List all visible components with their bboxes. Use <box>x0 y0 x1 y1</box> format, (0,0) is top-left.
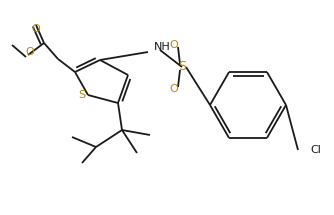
Text: NH: NH <box>154 42 171 52</box>
Text: O: O <box>170 40 178 50</box>
Text: S: S <box>178 60 186 74</box>
Text: O: O <box>26 47 34 57</box>
Text: O: O <box>170 84 178 94</box>
Text: S: S <box>78 90 85 100</box>
Text: O: O <box>32 24 40 34</box>
Text: Cl: Cl <box>310 145 321 155</box>
